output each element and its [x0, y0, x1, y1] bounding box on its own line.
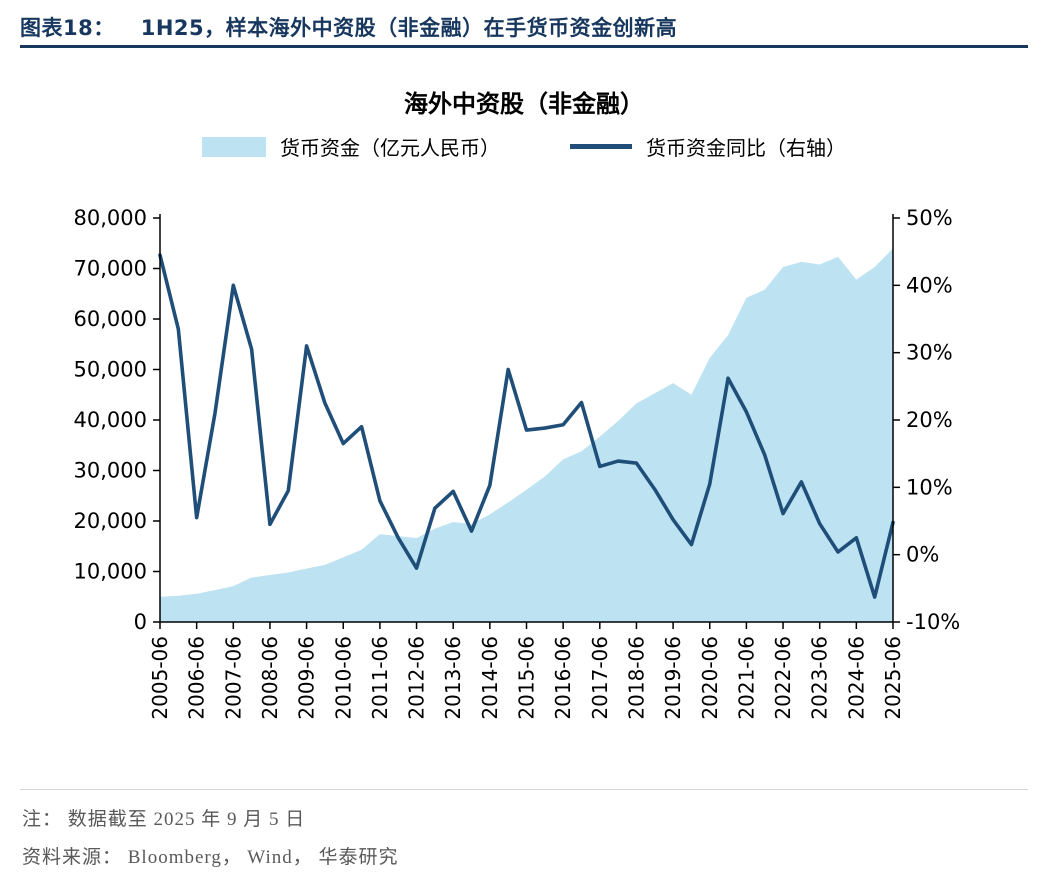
- svg-text:2025-06: 2025-06: [881, 636, 905, 720]
- chart-legend: 货币资金（亿元人民币） 货币资金同比（右轴）: [0, 132, 1048, 161]
- svg-text:20%: 20%: [906, 408, 953, 432]
- svg-text:2018-06: 2018-06: [624, 636, 648, 720]
- legend-item-area: 货币资金（亿元人民币）: [202, 132, 500, 161]
- svg-text:2021-06: 2021-06: [734, 636, 758, 720]
- svg-text:50%: 50%: [906, 206, 953, 230]
- figure-number-label: 图表18：: [20, 16, 115, 40]
- area-swatch: [202, 136, 266, 157]
- svg-text:2015-06: 2015-06: [515, 636, 539, 720]
- svg-text:2012-06: 2012-06: [405, 636, 429, 720]
- svg-text:60,000: 60,000: [74, 307, 147, 331]
- line-swatch: [570, 144, 632, 149]
- data-source: 资料来源： Bloomberg， Wind， 华泰研究: [22, 847, 399, 868]
- svg-text:30,000: 30,000: [74, 459, 147, 483]
- footer-divider: [20, 789, 1028, 790]
- svg-text:2014-06: 2014-06: [478, 636, 502, 720]
- svg-text:2019-06: 2019-06: [661, 636, 685, 720]
- svg-text:0%: 0%: [906, 543, 939, 567]
- figure-title-text: 1H25，样本海外中资股（非金融）在手货币资金创新高: [140, 16, 678, 40]
- data-note: 注： 数据截至 2025 年 9 月 5 日: [22, 809, 306, 830]
- svg-text:0: 0: [134, 610, 147, 634]
- figure-header: 图表18： 1H25，样本海外中资股（非金融）在手货币资金创新高: [20, 12, 1028, 42]
- svg-text:70,000: 70,000: [74, 257, 147, 281]
- svg-text:40,000: 40,000: [74, 408, 147, 432]
- svg-text:-10%: -10%: [906, 610, 960, 634]
- svg-text:2017-06: 2017-06: [588, 636, 612, 720]
- svg-text:2008-06: 2008-06: [258, 636, 282, 720]
- header-underline: [20, 45, 1028, 48]
- svg-text:2016-06: 2016-06: [551, 636, 575, 720]
- svg-text:2009-06: 2009-06: [295, 636, 319, 720]
- legend-area-label: 货币资金（亿元人民币）: [280, 136, 500, 160]
- svg-text:2011-06: 2011-06: [368, 636, 392, 720]
- svg-text:10%: 10%: [906, 475, 953, 499]
- svg-text:2023-06: 2023-06: [808, 636, 832, 720]
- svg-text:40%: 40%: [906, 273, 953, 297]
- svg-text:2020-06: 2020-06: [698, 636, 722, 720]
- legend-line-label: 货币资金同比（右轴）: [646, 136, 846, 160]
- legend-item-line: 货币资金同比（右轴）: [570, 132, 846, 161]
- svg-text:2005-06: 2005-06: [148, 636, 172, 720]
- svg-text:30%: 30%: [906, 341, 953, 365]
- svg-text:80,000: 80,000: [74, 206, 147, 230]
- svg-text:20,000: 20,000: [74, 509, 147, 533]
- svg-text:2007-06: 2007-06: [221, 636, 245, 720]
- chart-title: 海外中资股（非金融）: [404, 90, 644, 118]
- svg-text:10,000: 10,000: [74, 560, 147, 584]
- svg-text:2010-06: 2010-06: [331, 636, 355, 720]
- svg-text:2006-06: 2006-06: [185, 636, 209, 720]
- svg-text:50,000: 50,000: [74, 358, 147, 382]
- svg-text:2024-06: 2024-06: [844, 636, 868, 720]
- svg-text:2022-06: 2022-06: [771, 636, 795, 720]
- svg-text:2013-06: 2013-06: [441, 636, 465, 720]
